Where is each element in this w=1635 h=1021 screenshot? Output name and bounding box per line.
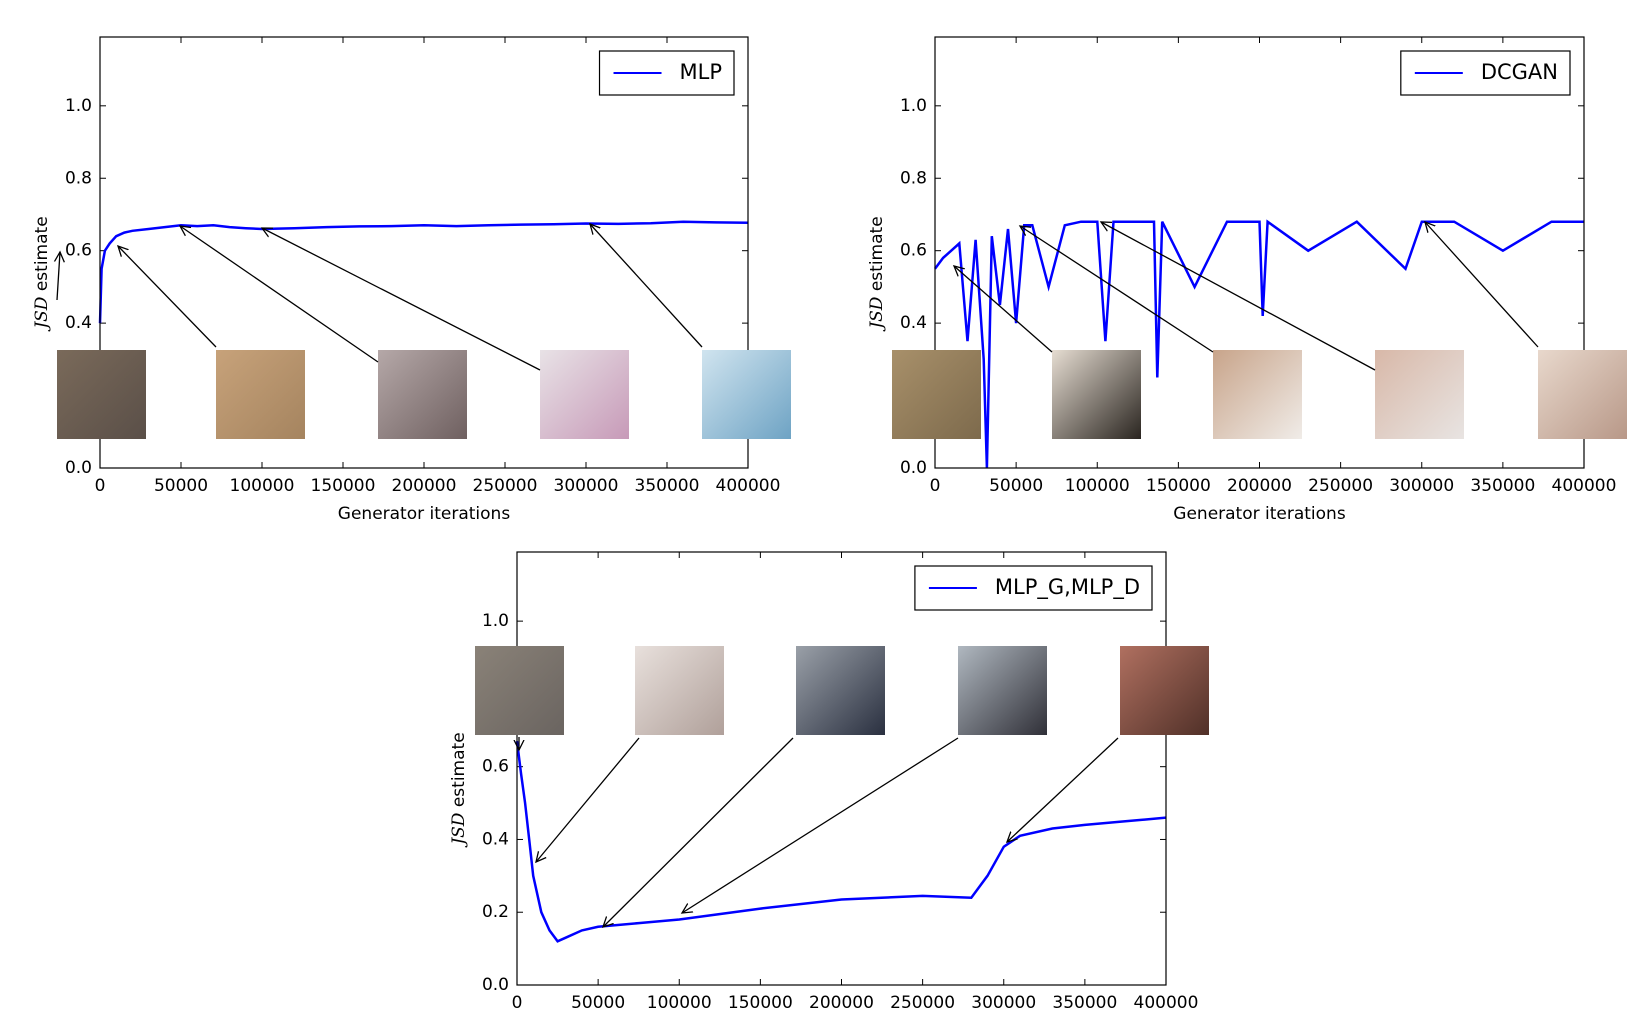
x-tick-label: 200000 <box>392 476 457 496</box>
x-tick-label: 150000 <box>728 993 793 1013</box>
y-tick-label: 1.0 <box>900 96 927 116</box>
annotation-arrow <box>1101 222 1376 371</box>
x-tick-label: 300000 <box>1389 476 1454 496</box>
annotation-arrow <box>57 252 60 301</box>
sample-image <box>702 350 791 439</box>
annotation-arrow <box>603 737 794 927</box>
y-tick-label: 0.4 <box>65 313 92 333</box>
y-tick-label: 1.0 <box>482 611 509 631</box>
y-label-math: JSD <box>32 296 52 331</box>
legend: MLP <box>598 50 735 96</box>
sample-image <box>475 646 564 735</box>
sample-image <box>216 350 305 439</box>
x-tick-label: 150000 <box>311 476 376 496</box>
y-label-text: estimate <box>32 216 52 291</box>
y-label-text: estimate <box>449 732 469 807</box>
x-tick-label: 350000 <box>635 476 700 496</box>
x-tick-label: 400000 <box>1134 993 1199 1013</box>
annotation-arrow <box>1007 737 1119 842</box>
x-axis-label: Generator iterations <box>338 504 511 524</box>
sample-image <box>1213 350 1302 439</box>
chart: 0.00.20.40.60.81.00500001000001500002000… <box>449 551 1209 1013</box>
x-tick-label: 50000 <box>571 993 625 1013</box>
annotation-arrow <box>536 737 640 862</box>
y-tick-label: 0.6 <box>900 241 927 261</box>
y-tick-label: 0.4 <box>482 829 509 849</box>
series-line <box>933 219 1584 469</box>
axes-frame <box>516 551 1167 986</box>
x-tick-label: 400000 <box>716 476 781 496</box>
x-tick-label: 150000 <box>1146 476 1211 496</box>
x-tick-label: 50000 <box>989 476 1043 496</box>
x-tick-label: 0 <box>512 993 523 1013</box>
annotation-arrow <box>954 266 1053 353</box>
x-tick-label: 400000 <box>1552 476 1617 496</box>
sample-image <box>1052 350 1141 439</box>
x-tick-label: 250000 <box>890 993 955 1013</box>
sample-image <box>796 646 885 735</box>
y-axis-label: JSD estimate <box>449 732 470 847</box>
x-tick-label: 100000 <box>1065 476 1130 496</box>
chart: 0.00.20.40.60.81.00500001000001500002000… <box>867 36 1627 524</box>
x-tick-label: 200000 <box>809 993 874 1013</box>
axes-frame <box>934 36 1585 469</box>
sample-image <box>958 646 1047 735</box>
y-axis-label: JSD estimate <box>32 216 53 331</box>
x-tick-label: 250000 <box>1308 476 1373 496</box>
sample-image <box>1375 350 1464 439</box>
sample-image <box>57 350 146 439</box>
legend: MLP_G,MLP_D <box>914 565 1153 611</box>
legend-label: MLP <box>680 60 722 84</box>
annotation-arrow <box>262 228 541 371</box>
sample-image <box>1120 646 1209 735</box>
x-tick-label: 300000 <box>971 993 1036 1013</box>
sample-image <box>1538 350 1627 439</box>
x-tick-label: 0 <box>930 476 941 496</box>
annotation-arrow <box>1425 222 1539 348</box>
y-tick-label: 0.0 <box>65 458 92 478</box>
y-tick-label: 0.0 <box>900 458 927 478</box>
sample-image <box>540 350 629 439</box>
sample-image <box>892 350 981 439</box>
y-tick-label: 0.6 <box>482 757 509 777</box>
y-tick-label: 0.4 <box>900 313 927 333</box>
sample-image <box>635 646 724 735</box>
annotation-arrow <box>118 246 217 348</box>
x-tick-label: 0 <box>95 476 106 496</box>
y-label-math: JSD <box>867 296 887 331</box>
y-tick-label: 1.0 <box>65 96 92 116</box>
legend-label: DCGAN <box>1481 60 1558 84</box>
series-line <box>515 741 1167 943</box>
y-tick-label: 0.2 <box>482 902 509 922</box>
x-tick-label: 200000 <box>1227 476 1292 496</box>
x-tick-label: 300000 <box>554 476 619 496</box>
y-tick-label: 0.6 <box>65 241 92 261</box>
y-tick-label: 0.8 <box>65 168 92 188</box>
x-tick-label: 50000 <box>154 476 208 496</box>
annotation-arrow <box>682 737 959 913</box>
legend: DCGAN <box>1400 50 1571 96</box>
axes-frame <box>99 36 749 469</box>
x-tick-label: 350000 <box>1052 993 1117 1013</box>
y-label-math: JSD <box>449 812 469 847</box>
y-axis-label: JSD estimate <box>867 216 888 331</box>
y-label-text: estimate <box>867 216 887 291</box>
x-tick-label: 100000 <box>647 993 712 1013</box>
annotation-arrow <box>180 226 379 363</box>
x-axis-label: Generator iterations <box>1173 504 1346 524</box>
sample-image <box>378 350 467 439</box>
annotation-arrow <box>1020 226 1214 353</box>
legend-label: MLP_G,MLP_D <box>995 575 1140 600</box>
chart: 0.00.20.40.60.81.00500001000001500002000… <box>32 36 791 524</box>
annotation-arrow <box>590 224 703 348</box>
x-tick-label: 250000 <box>473 476 538 496</box>
x-tick-label: 100000 <box>230 476 295 496</box>
y-tick-label: 0.8 <box>900 168 927 188</box>
y-tick-label: 0.0 <box>482 975 509 995</box>
x-tick-label: 350000 <box>1470 476 1535 496</box>
series-line <box>98 220 749 324</box>
